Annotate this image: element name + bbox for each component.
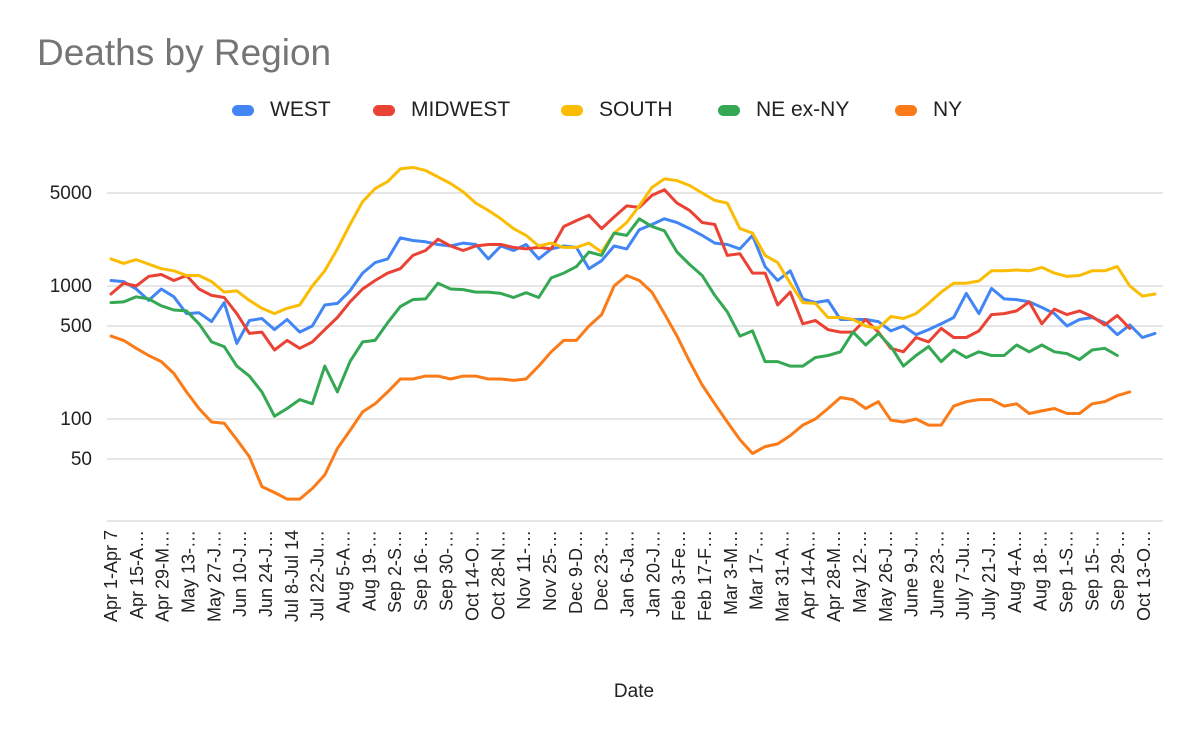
x-tick-label: Sep 15-… [1082,530,1102,611]
x-tick-label: June 9-J… [902,530,922,617]
x-tick-label: Sep 29-… [1108,530,1128,611]
legend-swatch-south [561,104,583,116]
x-tick-label: Sep 30-… [437,530,457,611]
legend-swatch-ny [895,104,917,116]
x-tick-label: Jan 20-J… [643,530,663,617]
x-tick-label: Apr 1-Apr 7 [101,530,121,622]
legend-item-ny[interactable]: NY [895,98,962,122]
x-tick-label: Apr 28-M… [824,530,844,622]
legend-label-south: SOUTH [599,98,673,121]
x-tick-label: Apr 14-A… [798,530,818,619]
legend-swatch-west [232,104,254,116]
legend-swatch-midwest [373,104,395,116]
x-tick-label: July 21-J… [979,530,999,620]
legend-label-ne-ex-ny: NE ex-NY [756,98,850,121]
x-tick-label: Oct 28-N… [488,530,508,620]
legend-item-west[interactable]: WEST [232,98,331,122]
y-tick-label: 50 [71,449,92,470]
legend-item-midwest[interactable]: MIDWEST [373,98,510,122]
x-tick-label: May 27-J… [204,530,224,622]
x-tick-label: Nov 25-… [540,530,560,611]
x-tick-label: Oct 13-O… [1134,530,1154,621]
grid-layer [107,192,1163,522]
legend-swatch-ne-ex-ny [718,104,740,116]
x-tick-label: Jul 8-Jul 14 [282,530,302,622]
x-tick-label: Sep 16-… [411,530,431,611]
y-tick-label: 500 [60,316,92,337]
legend-label-west: WEST [270,98,331,121]
x-tick-label: June 23-… [927,530,947,618]
x-tick-label: Sep 2-S… [385,530,405,613]
x-tick-label: Aug 19-… [359,530,379,611]
x-tick-label: Feb 3-Fe… [669,530,689,621]
x-tick-label: Nov 11-… [514,530,534,610]
x-tick-label: May 26-J… [876,530,896,622]
series-layer [109,165,1157,501]
series-line-south [109,165,1157,330]
x-tick-label: Feb 17-F… [695,530,715,621]
series-line-ne-ex-ny [109,217,1119,418]
legend-item-south[interactable]: SOUTH [561,98,673,122]
x-tick-label: Jul 22-Ju… [308,530,328,621]
x-tick-label: Mar 31-A… [772,530,792,622]
legend-label-ny: NY [933,98,963,121]
x-tick-label: Aug 5-A… [333,530,353,613]
x-tick-label: Dec 23-… [592,530,612,611]
x-tick-label: Aug 4-A… [1005,530,1025,613]
x-axis: Apr 1-Apr 7 Apr 15-A… Apr 29-M… May 13-… May… [101,530,1154,622]
x-tick-label: Apr 29-M… [153,530,173,622]
y-tick-label: 5000 [50,183,92,204]
legend-label-midwest: MIDWEST [411,98,511,121]
x-tick-label: May 12-… [850,530,870,613]
series-line-west [109,217,1157,345]
legend: WEST MIDWEST SOUTH NE ex-NY NY [0,98,1200,126]
x-tick-label: Jun 10-J… [230,530,250,617]
y-tick-label: 100 [60,409,92,430]
x-axis-title: Date [614,681,654,702]
x-tick-label: Apr 15-A… [127,530,147,619]
series-line-midwest [109,188,1132,354]
x-tick-label: Aug 18-… [1031,530,1051,611]
y-axis: 50 100 500 1000 5000 [50,183,92,470]
legend-item-ne-ex-ny[interactable]: NE ex-NY [718,98,849,122]
x-tick-label: Mar 3-M… [721,530,741,615]
x-tick-label: Jan 6-Ja… [618,530,638,617]
y-tick-label: 1000 [50,276,92,297]
chart-title: Deaths by Region [37,32,332,73]
x-tick-label: Jun 24-J… [256,530,276,617]
x-tick-label: Mar 17-… [747,530,767,610]
x-tick-label: Dec 9-D… [566,530,586,614]
x-tick-label: Sep 1-S… [1057,530,1077,613]
series-line-ny [109,274,1132,501]
x-tick-label: May 13-… [178,530,198,613]
x-tick-label: Oct 14-O… [463,530,483,621]
x-tick-label: July 7-Ju… [953,530,973,620]
